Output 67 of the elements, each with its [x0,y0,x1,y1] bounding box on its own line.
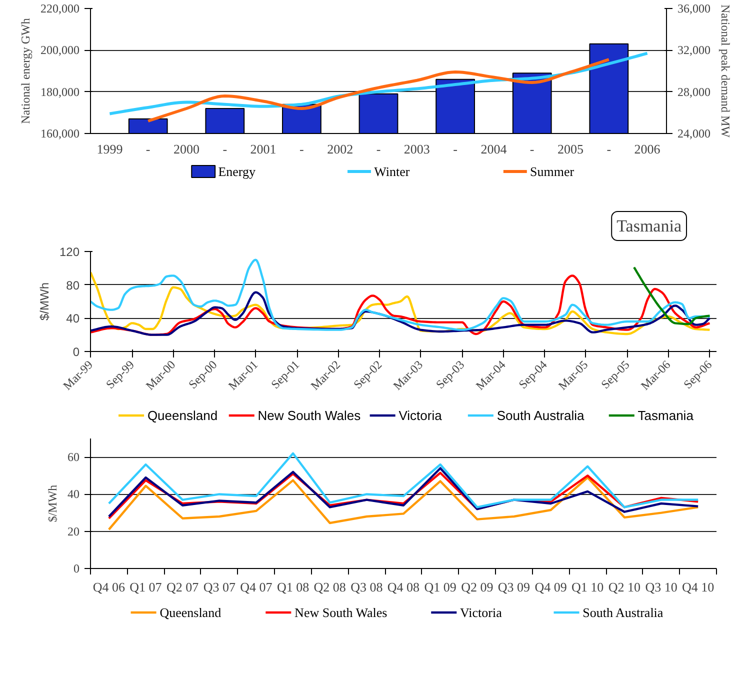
x-tick-label: - [530,142,534,156]
x-tick-label: Q4 10 [682,580,714,594]
x-tick-label: Q3 07 [203,580,236,594]
x-tick-label: Q1 10 [572,580,604,594]
x-tick-label: 2005 [558,142,584,156]
legend-label: Victoria [460,605,502,620]
x-tick-label: Q3 08 [350,580,383,594]
x-tick-label: 2001 [250,142,276,156]
x-tick-label: Q4 08 [387,580,420,594]
y-tick-label: 0 [74,562,80,576]
x-tick-label: Q4 09 [534,580,567,594]
x-tick-label: Q3 09 [498,580,530,594]
x-tick-label: - [222,142,228,156]
y-tick-label: 40 [68,487,80,502]
line-series [108,452,700,508]
legend-label: Winter [374,164,410,179]
legend-label: Tasmania [638,408,694,423]
y-tick-label: 120 [59,245,80,259]
y-axis-title: National energy GWh [18,18,32,124]
x-tick-label: - [453,142,458,156]
y2-tick-label: 36,000 [678,2,710,16]
legend-label: Energy [218,164,256,179]
y-axis-title: $/MWh [37,282,52,320]
legend-label: Victoria [398,408,443,423]
y-tick-label: 220,000 [40,2,80,16]
x-tick-label: - [606,142,612,156]
y-tick-label: 200,000 [40,43,80,58]
legend-label: Queensland [147,408,218,423]
line-series [108,476,700,531]
legend-label: South Australia [496,408,586,423]
x-tick-label: - [146,142,150,156]
x-tick-label: 2006 [634,142,661,156]
y-tick-label: 20 [68,524,80,538]
x-tick-label: Q3 10 [645,580,678,594]
y2-axis-title: National peak demand MW [718,4,732,138]
y-tick-label: 160,000 [40,126,80,140]
x-tick-label: Q1 07 [130,580,162,594]
x-tick-label: Q4 06 [92,580,126,594]
y-tick-label: 180,000 [40,84,80,99]
x-tick-label: 2004 [480,142,508,156]
y2-tick-label: 32,000 [678,43,710,58]
y-tick-label: 40 [66,312,80,326]
x-tick-label: Q2 10 [608,580,641,594]
x-tick-label: - [376,142,381,156]
legend-label: South Australia [582,605,664,620]
legend-label: New South Wales [258,408,362,423]
x-tick-label: Q1 08 [276,580,310,594]
x-tick-label: 2003 [404,142,430,156]
y2-tick-label: 24,000 [678,126,710,140]
legend-label: Queensland [160,605,222,620]
y-tick-label: 60 [68,450,80,464]
x-tick-label: 2002 [327,142,354,156]
x-tick-label: Q1 09 [424,580,456,594]
y-tick-label: 80 [66,278,80,292]
x-tick-label: 2000 [174,142,200,156]
y-axis-title: $/MWh [46,484,60,522]
y2-tick-label: 28,000 [678,84,710,99]
x-tick-label: - [300,142,304,156]
text: Tasmania [616,216,682,236]
x-tick-label: 1999 [96,142,123,156]
x-tick-label: Q2 07 [166,580,200,594]
legend-label: Summer [530,164,575,179]
legend-label: New South Wales [294,605,388,620]
x-tick-label: Q2 08 [314,580,346,594]
y-tick-label: 0 [72,345,80,359]
x-tick-label: Q4 07 [240,580,273,594]
x-tick-label: Q2 09 [461,580,494,594]
